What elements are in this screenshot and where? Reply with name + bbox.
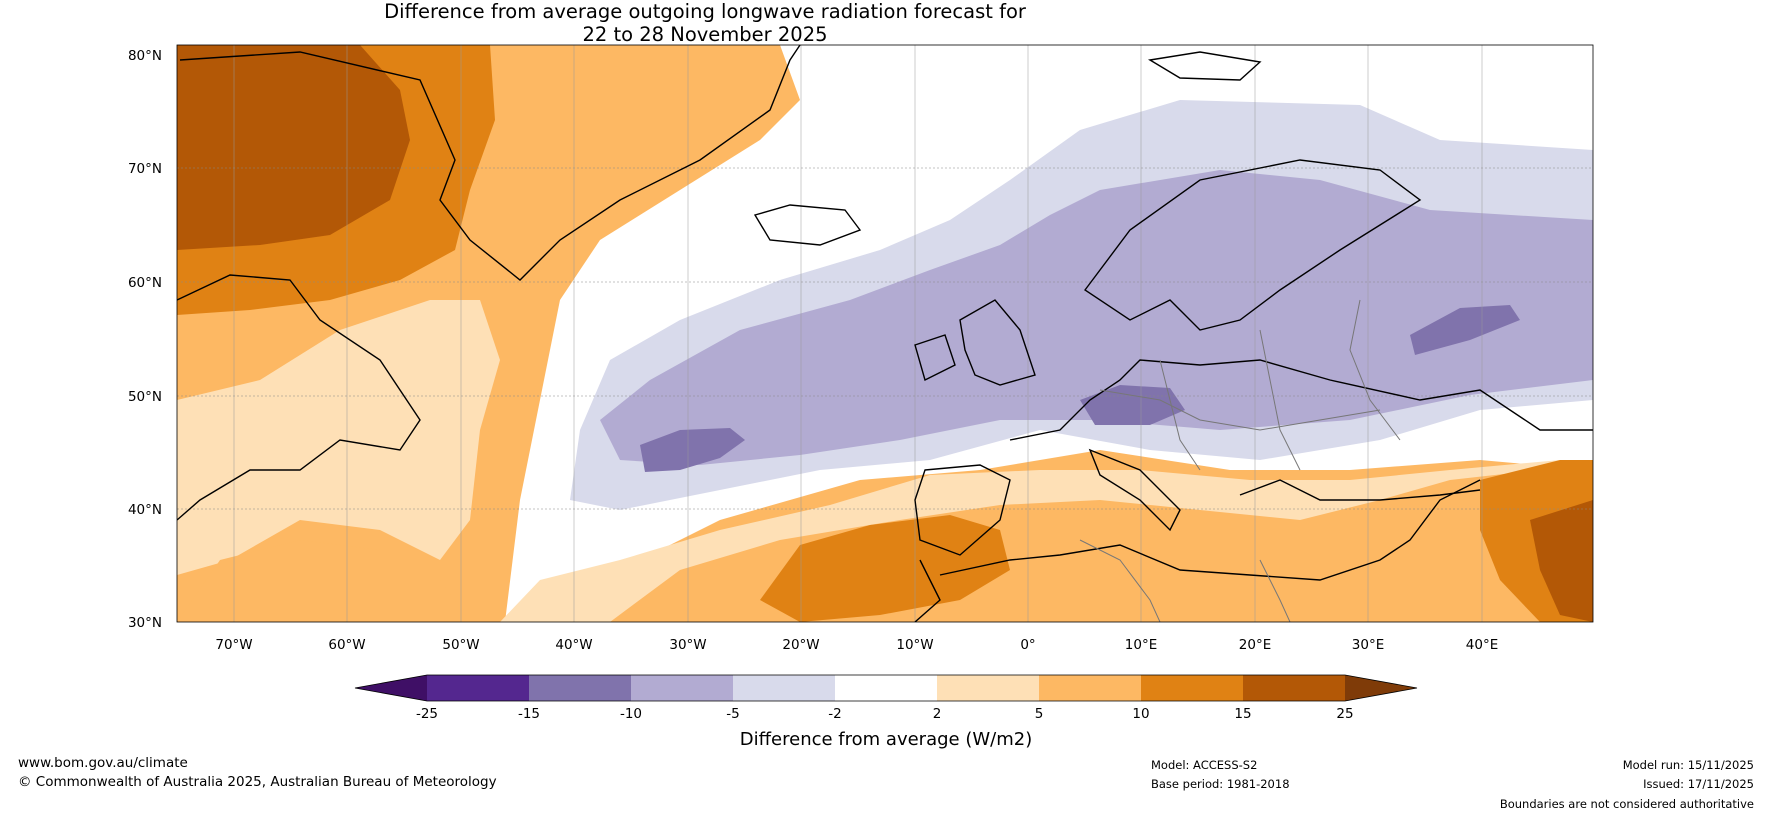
lon-label: 10°W (896, 637, 933, 653)
lon-label: 40°W (555, 637, 592, 653)
coast-greenland (179, 45, 801, 281)
longitude-labels: 70°W 60°W 50°W 40°W 30°W 20°W 10°W 0° 10… (215, 637, 1498, 653)
lon-label: 30°E (1352, 637, 1384, 653)
meridians (233, 45, 1483, 622)
coast-svalbard (1147, 51, 1262, 81)
colorbar-tick: -15 (518, 706, 540, 722)
lon-label: 60°W (328, 637, 365, 653)
region-strong-negative-europe (1080, 385, 1185, 425)
border-6 (1259, 559, 1291, 622)
colorbar-swatch (1243, 675, 1345, 701)
copyright-text: © Commonwealth of Australia 2025, Austra… (18, 774, 497, 790)
coast-greece-turkey (1239, 479, 1481, 501)
border-3 (1259, 329, 1301, 471)
lon-label: 10°E (1125, 637, 1157, 653)
colorbar-swatch (427, 675, 529, 701)
colorbar-swatch (733, 675, 835, 701)
coast-scandinavia (1083, 159, 1422, 331)
colorbar-tick: -10 (620, 706, 642, 722)
region-strong-negative-russia (1410, 305, 1520, 355)
latitude-labels: 30°N 40°N 50°N 60°N 70°N 80°N (128, 48, 162, 631)
coast-ireland (914, 334, 956, 382)
region-arabia-darkest (1530, 500, 1593, 622)
border-5 (1079, 539, 1161, 622)
colorbar-tick: -5 (726, 706, 739, 722)
colorbar-swatch (1039, 675, 1141, 701)
colorbar-tick: 10 (1132, 706, 1149, 722)
region-greenland-strong (177, 45, 410, 250)
colorbar-extend-high (1345, 675, 1417, 701)
colorbar: -25 -15 -10 -5 -2 2 5 10 15 25 Differenc… (354, 674, 1418, 750)
issued-text: Issued: 17/11/2025 (1643, 777, 1754, 791)
lat-label: 50°N (128, 389, 162, 405)
border-1 (1099, 389, 1381, 431)
region-africa-strong (760, 515, 1010, 622)
lon-label: 70°W (215, 637, 252, 653)
lat-label: 60°N (128, 275, 162, 291)
colorbar-tick: 2 (933, 706, 942, 722)
coast-africa-west (914, 559, 941, 622)
lon-label: 50°W (442, 637, 479, 653)
lat-label: 40°N (128, 502, 162, 518)
lat-label: 70°N (128, 161, 162, 177)
lat-label: 30°N (128, 615, 162, 631)
colorbar-tick: 25 (1336, 706, 1353, 722)
colorbar-tick: 5 (1035, 706, 1044, 722)
coast-mediterranean (939, 479, 1481, 581)
region-labrador-pale (177, 300, 500, 575)
colorbar-tick: -25 (416, 706, 438, 722)
colorbar-swatch (631, 675, 733, 701)
coast-iceland (753, 204, 862, 246)
colorbar-tick: -2 (828, 706, 841, 722)
lon-label: 40°E (1466, 637, 1498, 653)
coast-europe (1009, 359, 1593, 441)
colorbar-extend-low (355, 675, 427, 701)
disclaimer-text: Boundaries are not considered authoritat… (1499, 797, 1754, 811)
colorbar-outline (354, 674, 1418, 702)
colorbar-tick: 15 (1234, 706, 1251, 722)
coast-italy (1088, 448, 1181, 532)
colorbar-swatch (529, 675, 631, 701)
lon-label: 20°W (782, 637, 819, 653)
coast-iberia (914, 464, 1011, 556)
map-frame (176, 44, 1594, 623)
colorbar-swatch (1141, 675, 1243, 701)
colorbar-swatch (937, 675, 1039, 701)
model-run-text: Model run: 15/11/2025 (1622, 758, 1754, 772)
border-4 (1349, 299, 1401, 441)
lon-label: 30°W (669, 637, 706, 653)
coast-britain (959, 299, 1036, 386)
model-text: Model: ACCESS-S2 (1151, 758, 1258, 772)
colorbar-swatch (835, 675, 937, 701)
chart-title: Difference from average outgoing longwav… (0, 0, 1410, 46)
lon-label: 0° (1020, 637, 1035, 653)
coast-canada (177, 274, 421, 521)
gridlines (177, 167, 1593, 510)
base-period-text: Base period: 1981-2018 (1151, 777, 1290, 791)
title-line-2: 22 to 28 November 2025 (582, 23, 828, 46)
lat-label: 80°N (128, 48, 162, 64)
region-strong-negative-atlantic (640, 428, 745, 472)
anomaly-field (177, 45, 1593, 622)
lon-label: 20°E (1239, 637, 1271, 653)
border-2 (1159, 359, 1201, 471)
region-moderate-negative (600, 170, 1593, 465)
colorbar-label: Difference from average (W/m2) (740, 729, 1032, 750)
website-link[interactable]: www.bom.gov.au/climate (18, 755, 188, 771)
title-line-1: Difference from average outgoing longwav… (384, 0, 1026, 23)
coastlines (177, 45, 1593, 622)
borders (1079, 299, 1401, 622)
region-sw-positive (177, 540, 470, 622)
